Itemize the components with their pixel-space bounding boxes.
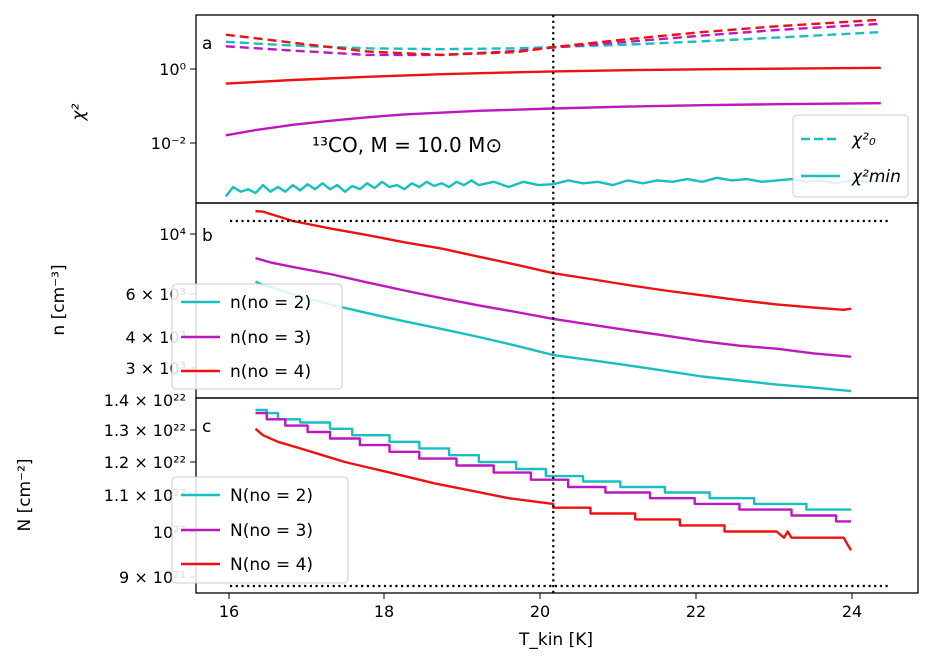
legend-label-n3: n(no = 3) — [230, 328, 311, 348]
panel-a-series-line-4 — [225, 66, 881, 85]
x-axis-label: T_kin [K] — [518, 630, 593, 650]
panel-a-letter: a — [202, 34, 212, 54]
x-tick-label: 24 — [842, 602, 862, 621]
legend-panel-b: n(no = 2) n(no = 3) n(no = 4) — [171, 283, 343, 390]
legend-label-n4: n(no = 4) — [230, 362, 311, 382]
panel-a-ytick-label: 10⁻² — [151, 134, 186, 153]
panel-b-ytick-label: 6 × 10³ — [125, 285, 186, 304]
panel-c-ytick-label: 1.2 × 10²² — [104, 453, 186, 472]
panel-c-ylabel: N [cm⁻²] — [15, 458, 35, 531]
legend-label-N2: N(no = 2) — [230, 486, 313, 506]
x-tick-label: 18 — [374, 602, 394, 621]
panel-a-series-line-2 — [225, 18, 881, 57]
legend-label-chi0: χ²₀ — [851, 130, 876, 150]
legend-label-n2: n(no = 2) — [230, 293, 311, 313]
x-tick-label: 20 — [530, 602, 550, 621]
panel-c-series-line-0 — [255, 408, 851, 511]
panel-b-ytick-label: 4 × 10³ — [125, 328, 186, 347]
legend-panel-c: N(no = 2) N(no = 3) N(no = 4) — [171, 476, 349, 584]
panel-b-ylabel: n [cm⁻³] — [49, 264, 69, 335]
panel-b-series-line-1 — [255, 256, 852, 358]
panel-c-ytick-label: 1.4 × 10²² — [104, 391, 186, 410]
panel-b-yticks: 10⁴ 6 × 10³ 4 × 10³ 3 × 10³ — [125, 225, 196, 378]
x-tick-label: 16 — [219, 602, 239, 621]
legend-panel-a: χ²₀ χ²min — [792, 114, 909, 198]
molecule-annotation: ¹³CO, M = 10.0 M⊙ — [312, 133, 502, 157]
panel-a-series-line-5 — [224, 176, 881, 198]
panel-c-ytick-label: 9 × 10²¹ — [119, 568, 186, 587]
legend-label-chimin: χ²min — [851, 167, 901, 187]
legend-panel-c-box — [171, 476, 349, 584]
legend-panel-b-box — [171, 283, 343, 390]
panel-b-ytick-label: 3 × 10³ — [125, 359, 186, 378]
panel-a-ytick-label: 10⁰ — [159, 60, 186, 79]
panel-c-ytick-label: 1.3 × 10²² — [104, 421, 186, 440]
panel-b-letter: b — [202, 226, 213, 246]
panel-c-series-line-2 — [254, 427, 853, 551]
legend-label-N3: N(no = 3) — [230, 521, 313, 541]
panel-c-ytick-label: 1.1 × 10²² — [104, 486, 186, 505]
panel-b-ytick-label: 10⁴ — [159, 225, 186, 244]
panel-c-series-line-1 — [255, 411, 851, 523]
panel-c-letter: c — [202, 417, 211, 437]
panel-a-ylabel: χ² — [69, 103, 89, 121]
x-tick-label: 22 — [686, 602, 706, 621]
x-axis-ticks: 16 18 20 22 24 — [219, 593, 862, 621]
panel-a-series-line-3 — [225, 102, 881, 137]
panel-b-series-line-2 — [255, 210, 852, 311]
legend-label-N4: N(no = 4) — [230, 555, 313, 575]
panel-a-yticks: 10⁰ 10⁻² — [151, 60, 196, 153]
